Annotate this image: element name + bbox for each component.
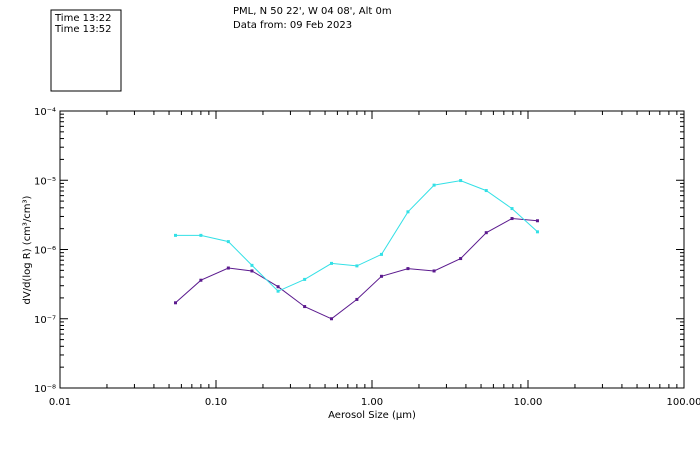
axis-ticks: 0.01 0.10 1.00 10.00 100.00 10⁻⁸ 10⁻⁷ 10⁻⁶ 10⁻⁵ 1… — [34, 107, 700, 408]
series-0-point — [484, 231, 488, 235]
x-axis-label: Aerosol Size (µm) — [328, 410, 416, 421]
x-tick-label-0: 0.01 — [49, 397, 71, 408]
series-0-point — [379, 274, 383, 278]
legend-box — [50, 9, 122, 92]
chart-title-line-2: Data from: 09 Feb 2023 — [233, 20, 352, 31]
plot-area — [59, 110, 685, 389]
series-1-point — [459, 179, 463, 183]
series-1-point — [484, 189, 488, 193]
series-0-point — [535, 219, 539, 223]
series-1-point — [226, 240, 230, 244]
y-tick-label-2: 10⁻⁶ — [34, 246, 56, 257]
series-1-point — [303, 277, 307, 281]
series-0-point — [355, 297, 359, 301]
y-tick-label-4: 10⁻⁴ — [34, 107, 56, 118]
series-1-point — [406, 210, 410, 214]
data-series — [173, 179, 539, 321]
series-0-point — [432, 269, 436, 273]
y-axis-label: dV/d(log R) (cm³/cm³) — [22, 195, 33, 304]
y-tick-label-0: 10⁻⁸ — [34, 384, 56, 395]
series-0-point — [459, 257, 463, 261]
series-0-point — [329, 317, 333, 321]
x-tick-label-1: 0.10 — [205, 397, 227, 408]
chart-title-line-1: PML, N 50 22', W 04 08', Alt 0m — [233, 6, 392, 17]
x-tick-label-4: 100.00 — [667, 397, 700, 408]
series-0-point — [303, 305, 307, 309]
series-1-point — [510, 207, 514, 211]
x-tick-label-2: 1.00 — [361, 397, 383, 408]
series-0-point — [276, 285, 280, 289]
x-tick-label-3: 10.00 — [514, 397, 543, 408]
series-0-point — [406, 267, 410, 271]
series-1-point — [199, 233, 203, 237]
series-1-point — [173, 233, 177, 237]
series-1-point — [535, 230, 539, 234]
y-tick-label-3: 10⁻⁵ — [34, 176, 56, 187]
legend-entry-0: Time 13:22 — [54, 13, 111, 24]
series-0-point — [173, 301, 177, 305]
series-1-point — [250, 263, 254, 267]
series-1-point — [276, 289, 280, 293]
series-1-point — [432, 183, 436, 187]
series-0-point — [226, 266, 230, 270]
series-1-point — [379, 252, 383, 256]
y-tick-label-1: 10⁻⁷ — [34, 315, 56, 326]
series-0-point — [199, 278, 203, 282]
series-1-point — [329, 261, 333, 265]
series-0-point — [510, 217, 514, 221]
series-1-point — [355, 264, 359, 268]
legend-entry-1: Time 13:52 — [54, 24, 111, 35]
series-0-point — [250, 269, 254, 273]
